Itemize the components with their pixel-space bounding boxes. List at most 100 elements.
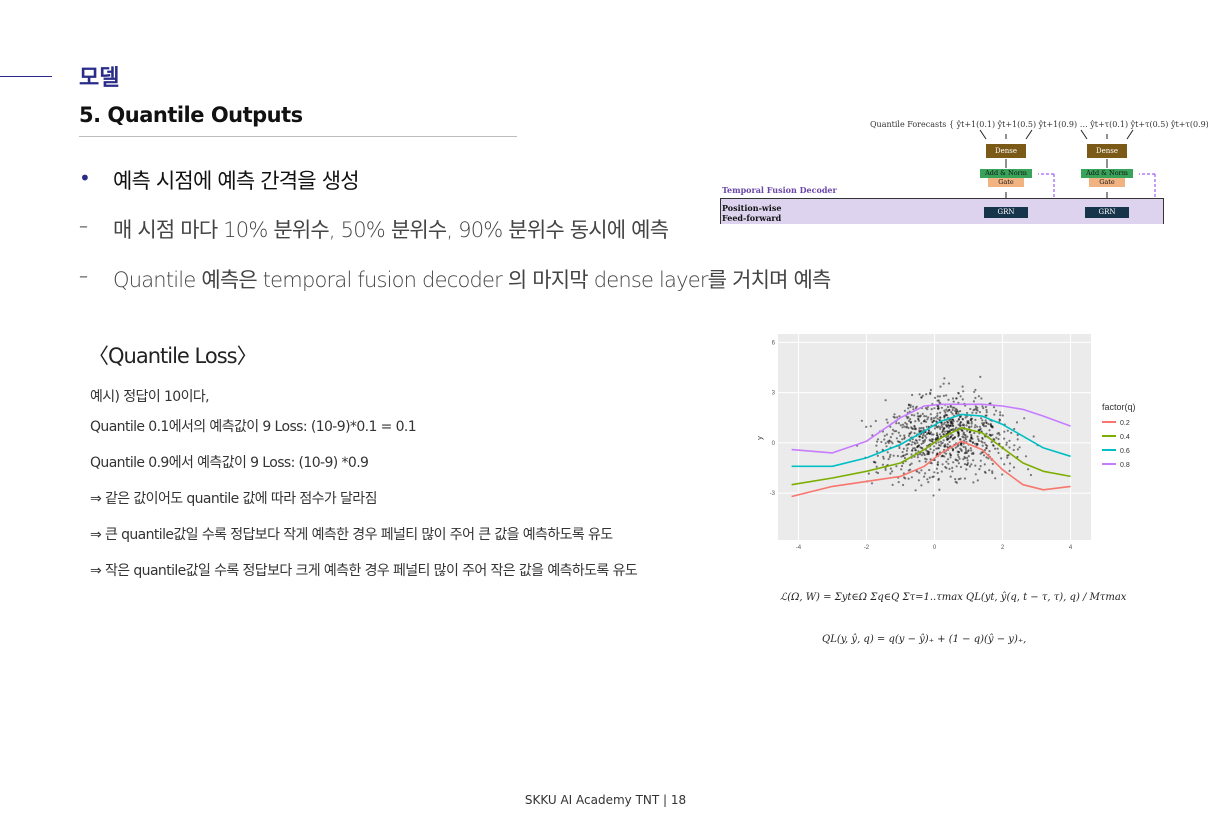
quantile-regression-chart: -4 -2 0 2 4 6 3 0 -3 y factor(q) 0.2 0.4 0.6 0.8 bbox=[758, 334, 1136, 551]
scatter-point bbox=[910, 443, 913, 446]
scatter-point bbox=[886, 421, 889, 424]
scatter-point bbox=[957, 462, 960, 465]
scatter-point bbox=[949, 435, 953, 439]
scatter-point bbox=[950, 428, 953, 431]
scatter-point bbox=[875, 450, 879, 453]
scatter-point bbox=[982, 407, 985, 410]
scatter-point bbox=[916, 412, 919, 415]
scatter-point bbox=[932, 417, 936, 420]
scatter-point bbox=[970, 463, 973, 466]
scatter-point bbox=[899, 434, 902, 437]
scatter-point bbox=[996, 447, 999, 450]
scatter-point bbox=[943, 444, 946, 447]
scatter-point bbox=[966, 459, 969, 462]
scatter-point bbox=[992, 437, 995, 441]
scatter-point bbox=[997, 431, 1000, 435]
scatter-point bbox=[1029, 473, 1032, 477]
scatter-point bbox=[993, 413, 996, 416]
scatter-point bbox=[988, 450, 991, 453]
scatter-point bbox=[886, 451, 889, 454]
scatter-point bbox=[1005, 443, 1008, 446]
scatter-point bbox=[927, 481, 930, 484]
scatter-point bbox=[936, 414, 939, 417]
scatter-point bbox=[954, 407, 957, 410]
y-tick-labels: 6 3 0 -3 bbox=[770, 340, 776, 497]
quantile-line-0.2 bbox=[791, 440, 1071, 498]
scatter-point bbox=[977, 395, 980, 398]
scatter-point bbox=[920, 396, 923, 399]
example-line: ⇒ 작은 quantile값일 수록 정답보다 크게 예측한 경우 페널티 많이… bbox=[90, 563, 638, 579]
scatter-point bbox=[997, 451, 1000, 454]
scatter-point bbox=[940, 470, 943, 473]
scatter-point bbox=[966, 435, 969, 438]
scatter-point bbox=[974, 424, 977, 427]
position-wise-text: Position-wise bbox=[722, 203, 782, 213]
scatter-point bbox=[971, 411, 974, 414]
scatter-point bbox=[1001, 414, 1004, 417]
scatter-point bbox=[950, 418, 953, 421]
legend-label: 0.2 bbox=[1120, 420, 1130, 427]
scatter-point bbox=[956, 445, 959, 448]
scatter-point bbox=[964, 416, 967, 419]
decoder-label: Temporal Fusion Decoder bbox=[722, 185, 837, 195]
position-wise-label: Position-wise Feed-forward bbox=[722, 203, 781, 223]
scatter-point bbox=[870, 482, 874, 485]
scatter-point bbox=[992, 406, 996, 409]
scatter-point bbox=[927, 429, 931, 432]
scatter-point bbox=[972, 452, 975, 455]
scatter-point bbox=[961, 398, 964, 401]
scatter-point bbox=[918, 471, 921, 474]
scatter-point bbox=[914, 449, 917, 452]
scatter-point bbox=[906, 417, 909, 420]
scatter-point bbox=[917, 419, 921, 422]
scatter-point bbox=[981, 444, 984, 447]
scatter-point bbox=[921, 412, 924, 415]
scatter-point bbox=[897, 481, 900, 484]
scatter-point bbox=[932, 449, 935, 452]
scatter-point bbox=[972, 409, 975, 412]
scatter-point bbox=[914, 442, 917, 445]
scatter-point bbox=[936, 407, 940, 410]
scatter-point bbox=[943, 377, 946, 380]
scatter-point bbox=[904, 477, 907, 480]
scatter-point bbox=[904, 453, 907, 456]
scatter-point bbox=[900, 455, 903, 458]
scatter-point bbox=[1013, 427, 1016, 431]
scatter-point bbox=[976, 409, 979, 412]
quantile-forecasts-label: Quantile Forecasts { ŷt+1(0.1) ŷt+1(0.5)… bbox=[870, 120, 1208, 129]
scatter-point bbox=[976, 435, 979, 438]
scatter-point bbox=[979, 452, 982, 455]
scatter-point bbox=[959, 477, 962, 480]
scatter-point bbox=[929, 448, 932, 451]
y-tick-label: 0 bbox=[772, 441, 776, 447]
scatter-point bbox=[906, 443, 910, 446]
scatter-point bbox=[905, 449, 908, 452]
scatter-point bbox=[891, 432, 894, 435]
scatter-point bbox=[891, 470, 894, 473]
scatter-point bbox=[978, 411, 981, 414]
scatter-point bbox=[941, 463, 944, 466]
scatter-point bbox=[987, 422, 990, 426]
scatter-point bbox=[947, 426, 950, 429]
scatter-point bbox=[906, 447, 909, 450]
scatter-point bbox=[972, 459, 975, 462]
scatter-point bbox=[962, 431, 966, 434]
scatter-point bbox=[903, 409, 906, 412]
scatter-point bbox=[985, 432, 988, 435]
scatter-point bbox=[899, 441, 902, 444]
scatter-point bbox=[931, 451, 934, 454]
scatter-point bbox=[957, 418, 960, 421]
scatter-point bbox=[963, 455, 966, 459]
scatter-point bbox=[942, 428, 945, 431]
scatter-point bbox=[927, 451, 930, 454]
quantile-lines bbox=[791, 403, 1071, 498]
scatter-point bbox=[887, 458, 890, 461]
scatter-point bbox=[933, 407, 936, 410]
scatter-point bbox=[947, 462, 950, 465]
scatter-point bbox=[998, 433, 1001, 436]
scatter-point bbox=[928, 468, 931, 472]
scatter-point bbox=[951, 406, 954, 409]
scatter-point bbox=[907, 404, 911, 407]
scatter-point bbox=[901, 438, 904, 441]
scatter-point bbox=[997, 437, 1000, 441]
